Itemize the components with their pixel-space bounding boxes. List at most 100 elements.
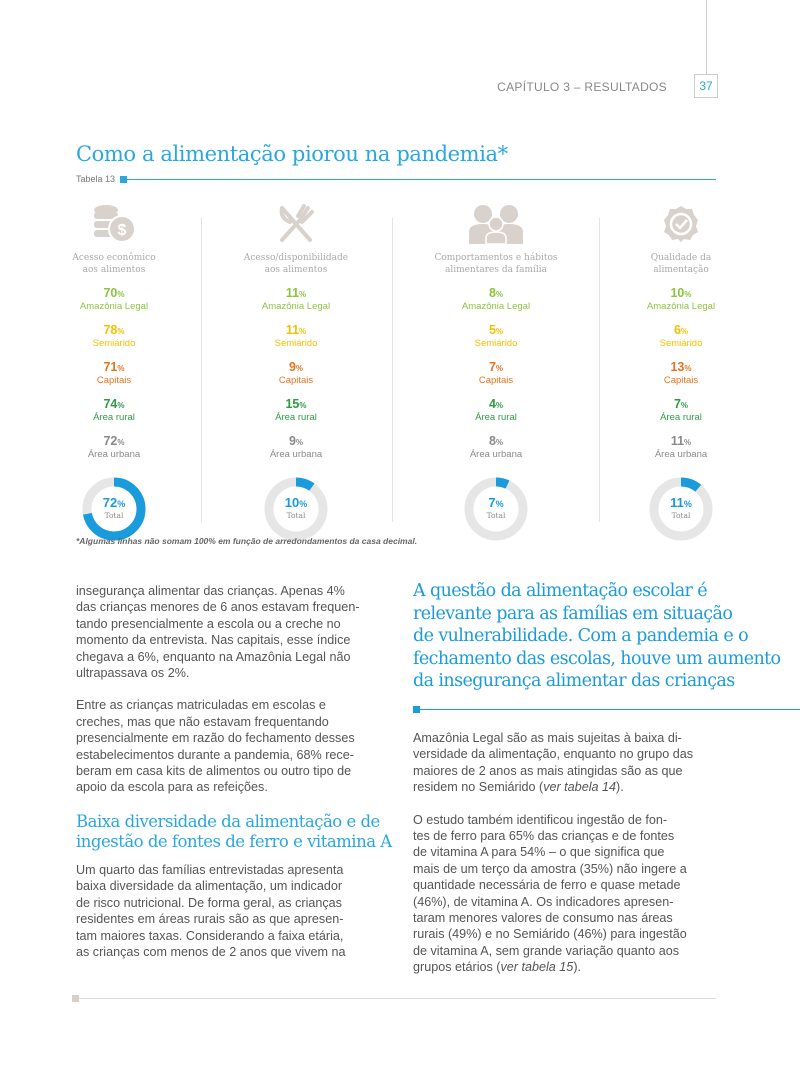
region-label: Semiárido bbox=[274, 338, 318, 349]
total-value: 11% bbox=[670, 495, 692, 510]
stat-rural: 4% Área rural bbox=[406, 398, 586, 426]
stat-capitais: 71% Capitais bbox=[24, 361, 204, 389]
stat-rural: 74% Área rural bbox=[24, 398, 204, 426]
text-line: relevante para as famílias em situação bbox=[413, 603, 733, 624]
text-line: tam maiores taxas. Considerando a faixa … bbox=[76, 928, 344, 943]
stat-value: 11 bbox=[285, 286, 300, 300]
total-label: Total bbox=[286, 511, 306, 520]
total-value: 10% bbox=[284, 495, 308, 510]
total-label: Total bbox=[104, 511, 124, 520]
region-label: Capitais bbox=[663, 375, 699, 386]
header-rule bbox=[706, 0, 707, 74]
table-column: Comportamentos e hábitos alimentares da f… bbox=[406, 200, 586, 549]
page-number: 37 bbox=[694, 74, 718, 98]
table-marker bbox=[120, 176, 127, 183]
region-label: Amazônia Legal bbox=[79, 301, 149, 312]
region-label: Amazônia Legal bbox=[646, 301, 716, 312]
total-donut: 72% Total bbox=[74, 469, 154, 549]
paragraph: Entre as crianças matriculadas em escola… bbox=[76, 697, 392, 795]
column-divider bbox=[599, 218, 600, 522]
stat-amazonia: 70% Amazônia Legal bbox=[24, 287, 204, 315]
stat-value: 4 bbox=[488, 397, 496, 411]
stat-value: 8 bbox=[488, 286, 496, 300]
stat-amazonia: 10% Amazônia Legal bbox=[591, 287, 771, 315]
subheading: Baixa diversidade da alimentação e de ing… bbox=[76, 812, 392, 852]
stat-urbana: 72% Área urbana bbox=[24, 435, 204, 463]
stat-capitais: 7% Capitais bbox=[406, 361, 586, 389]
region-label: Área rural bbox=[275, 412, 317, 423]
table-label: Tabela 13 bbox=[76, 174, 116, 184]
stat-rural: 15% Área rural bbox=[206, 398, 386, 426]
text-line: taram menores valores de consumo nas áre… bbox=[413, 911, 673, 926]
stat-value: 11 bbox=[285, 323, 300, 337]
region-label: Capitais bbox=[96, 375, 132, 386]
stat-amazonia: 11% Amazônia Legal bbox=[206, 287, 386, 315]
text-line: Um quarto das famílias entrevistadas apr… bbox=[76, 862, 344, 877]
text-line: das crianças menores de 6 anos estavam f… bbox=[76, 600, 360, 615]
family-icon bbox=[406, 200, 586, 244]
region-label: Área rural bbox=[93, 412, 135, 423]
total-label: Total bbox=[671, 511, 691, 520]
footer-rule bbox=[79, 998, 716, 999]
column-label: Acesso econômico aos alimentos bbox=[72, 253, 156, 275]
text-line: fechamento das escolas, houve um aumento bbox=[413, 648, 781, 669]
stat-value: 74 bbox=[103, 397, 118, 411]
stat-capitais: 13% Capitais bbox=[591, 361, 771, 389]
stat-value: 72 bbox=[103, 434, 118, 448]
region-label: Capitais bbox=[278, 375, 314, 386]
text-line: (46%), de vitamina A. Os indicadores apr… bbox=[413, 894, 674, 909]
text-line: creches, mas que não estavam frequentand… bbox=[76, 714, 329, 729]
total-value: 7% bbox=[488, 495, 504, 510]
text-line: tes de ferro para 65% das crianças e de … bbox=[413, 829, 675, 844]
paragraph: O estudo também identificou ingestão de … bbox=[413, 812, 693, 976]
donut-fill bbox=[82, 477, 146, 541]
stat-value: 13 bbox=[670, 360, 685, 374]
text-line: maiores de 2 anos as mais atingidas são … bbox=[413, 763, 683, 778]
text-line: tando presencialmente a escola ou a crec… bbox=[76, 616, 341, 631]
stat-semiarido: 5% Semiárido bbox=[406, 324, 586, 352]
text-line: ultrapassava os 2%. bbox=[76, 666, 190, 681]
text-line: chegava a 6%, enquanto na Amazônia Legal… bbox=[76, 649, 351, 664]
text-line: grupos etários (ver tabela 15). bbox=[413, 960, 582, 975]
total-donut: 10% Total bbox=[256, 469, 336, 549]
table-column: Acesso/disponibilidade aos alimentos 11% Am… bbox=[206, 200, 386, 549]
total-donut: 11% Total bbox=[641, 469, 721, 549]
column-divider bbox=[392, 218, 393, 522]
text-line: baixa diversidade da alimentação, um ind… bbox=[76, 879, 343, 894]
chapter-label: CAPÍTULO 3 – RESULTADOS bbox=[497, 80, 667, 94]
stat-value: 5 bbox=[488, 323, 496, 337]
text-line: residem no Semiárido (ver tabela 14). bbox=[413, 780, 624, 795]
text-line: de vitamina A para 54% – o que significa… bbox=[413, 845, 665, 860]
text-line: versidade da alimentação, enquanto no gr… bbox=[413, 747, 694, 762]
text-line: momento da entrevista. Nas capitais, ess… bbox=[76, 633, 351, 648]
region-label: Capitais bbox=[478, 375, 514, 386]
stat-value: 9 bbox=[288, 434, 296, 448]
total-donut: 7% Total bbox=[456, 469, 536, 549]
text-line: rurais (49%) e no Semiárido (46%) para i… bbox=[413, 927, 687, 942]
stat-value: 9 bbox=[288, 360, 296, 374]
text-line: beram em casa kits de alimentos ou outro… bbox=[76, 764, 352, 779]
quote-marker bbox=[413, 706, 420, 713]
text-line: Baixa diversidade da alimentação e de bbox=[76, 811, 380, 831]
total-label: Total bbox=[486, 511, 506, 520]
table-reference: ver tabela 15 bbox=[500, 960, 574, 975]
region-label: Área urbana bbox=[654, 449, 708, 460]
total-value: 72% bbox=[102, 495, 126, 510]
coins-dollar-icon: $ bbox=[24, 200, 204, 244]
stat-urbana: 8% Área urbana bbox=[406, 435, 586, 463]
stat-value: 6 bbox=[673, 323, 681, 337]
section-title: Como a alimentação piorou na pandemia* bbox=[76, 142, 508, 166]
table-rule bbox=[127, 179, 716, 180]
donut-fill bbox=[464, 477, 528, 541]
text-line: estabelecimentos durante a pandemia, 68%… bbox=[76, 747, 354, 762]
quality-badge-icon bbox=[591, 200, 771, 244]
stat-value: 7 bbox=[673, 397, 681, 411]
region-label: Área urbana bbox=[269, 449, 323, 460]
pull-quote: A questão da alimentação escolar é releva… bbox=[413, 580, 781, 693]
stat-value: 11 bbox=[670, 434, 685, 448]
table-column: $ Acesso econômico aos alimentos 70% Amazôni… bbox=[24, 200, 204, 549]
text-line: Amazônia Legal são as mais sujeitas à ba… bbox=[413, 731, 682, 745]
text-line: apoio da escola para as refeições. bbox=[76, 780, 268, 795]
region-label: Amazônia Legal bbox=[461, 301, 531, 312]
left-column: insegurança alimentar das crianças. Apen… bbox=[76, 583, 392, 960]
